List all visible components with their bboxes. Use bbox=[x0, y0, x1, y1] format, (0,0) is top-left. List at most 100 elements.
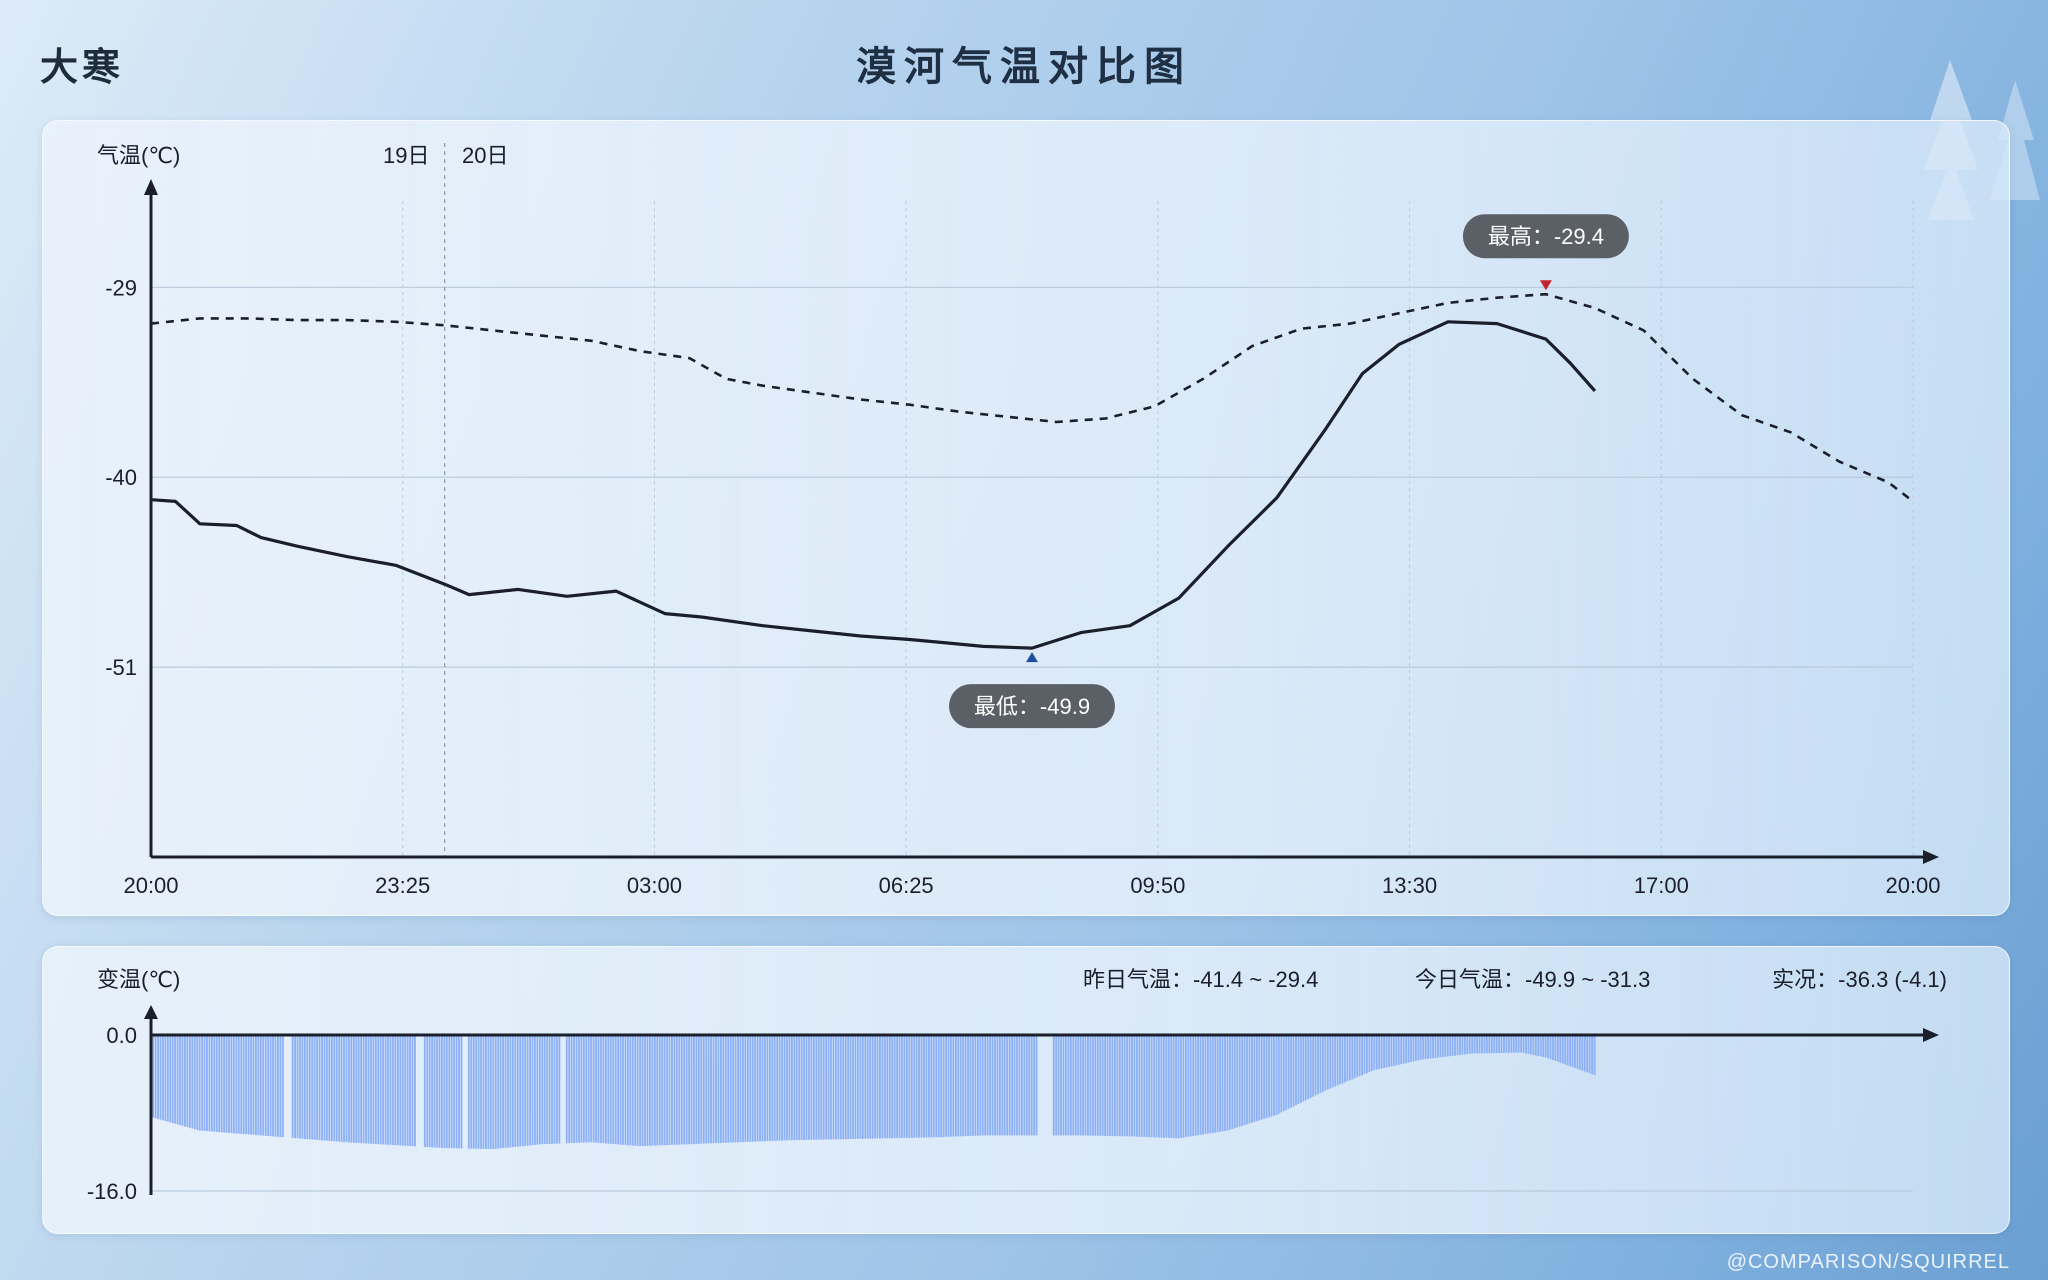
temp-change-bar bbox=[1255, 1035, 1258, 1122]
temp-change-bar bbox=[778, 1035, 781, 1141]
temp-change-bar bbox=[318, 1035, 321, 1141]
temp-change-bar bbox=[795, 1035, 798, 1141]
temp-change-bar bbox=[223, 1035, 226, 1133]
temp-change-bar bbox=[945, 1035, 947, 1137]
temp-change-bar bbox=[1361, 1035, 1363, 1076]
temp-change-bar bbox=[533, 1035, 536, 1145]
temp-change-bar bbox=[338, 1035, 341, 1142]
temp-change-bar bbox=[1410, 1035, 1412, 1063]
temp-change-bar bbox=[641, 1035, 644, 1147]
temp-change-bar bbox=[1177, 1035, 1180, 1139]
temp-change-bar bbox=[1187, 1035, 1190, 1137]
temp-change-bar bbox=[1314, 1035, 1317, 1096]
temp-change-bar bbox=[438, 1035, 441, 1148]
x-tick-label: 13:30 bbox=[1382, 873, 1437, 898]
temp-change-bar bbox=[864, 1035, 867, 1139]
temp-change-bar bbox=[1312, 1035, 1315, 1097]
temp-change-bar bbox=[1539, 1035, 1542, 1057]
temp-change-bar bbox=[881, 1035, 884, 1139]
temp-change-bar bbox=[619, 1035, 622, 1145]
temp-change-bar bbox=[1299, 1035, 1302, 1103]
y-tick-label: -29 bbox=[105, 275, 137, 300]
temp-change-bar bbox=[1481, 1035, 1483, 1054]
temp-change-bar bbox=[431, 1035, 434, 1148]
temp-change-bar bbox=[1030, 1035, 1033, 1136]
temp-change-bar bbox=[494, 1035, 497, 1149]
corner-label: 大寒 bbox=[40, 44, 125, 89]
temp-change-bar bbox=[162, 1035, 164, 1121]
temp-change-bar bbox=[972, 1035, 974, 1136]
temp-change-bar bbox=[1586, 1035, 1589, 1073]
temp-change-bar bbox=[237, 1035, 240, 1134]
temp-change-bar bbox=[1564, 1035, 1567, 1065]
temp-change-bar bbox=[592, 1035, 595, 1143]
temp-change-bar bbox=[719, 1035, 722, 1143]
temp-change-bar bbox=[788, 1035, 791, 1141]
temp-change-bar bbox=[247, 1035, 250, 1135]
temp-change-bar bbox=[198, 1035, 201, 1131]
temp-change-bar bbox=[859, 1035, 862, 1139]
temp-change-bar bbox=[585, 1035, 588, 1143]
temp-change-bar bbox=[693, 1035, 695, 1145]
temp-change-bar bbox=[644, 1035, 646, 1146]
temp-change-bar bbox=[1138, 1035, 1141, 1137]
x-tick-label: 20:00 bbox=[1885, 873, 1940, 898]
temp-change-bar bbox=[1111, 1035, 1114, 1137]
temp-change-bar bbox=[1253, 1035, 1256, 1122]
temp-change-bar bbox=[905, 1035, 908, 1138]
temp-change-bar bbox=[279, 1035, 282, 1137]
temp-change-bar bbox=[1437, 1035, 1439, 1058]
temp-change-bar bbox=[1052, 1035, 1055, 1136]
temp-change-bar bbox=[1221, 1035, 1224, 1132]
temp-change-bar bbox=[551, 1035, 553, 1144]
temp-change-bar bbox=[1148, 1035, 1151, 1138]
temp-change-bar bbox=[1189, 1035, 1192, 1137]
temp-change-bar bbox=[959, 1035, 962, 1137]
temp-change-bar bbox=[764, 1035, 766, 1142]
temp-change-bar bbox=[470, 1035, 473, 1149]
temp-change-bar bbox=[1348, 1035, 1351, 1081]
temp-change-bar bbox=[340, 1035, 343, 1142]
day-marker-19: 19日 bbox=[383, 143, 429, 168]
temp-change-bar bbox=[810, 1035, 813, 1140]
temp-change-bar bbox=[690, 1035, 693, 1145]
temp-change-bar bbox=[1561, 1035, 1564, 1064]
temp-change-bar bbox=[1018, 1035, 1021, 1136]
watermark: @COMPARISON/SQUIRREL bbox=[1726, 1251, 2010, 1273]
temp-change-bar bbox=[257, 1035, 260, 1136]
temp-change-bar bbox=[1170, 1035, 1173, 1139]
temp-change-bar bbox=[426, 1035, 429, 1148]
temp-change-bar bbox=[986, 1035, 989, 1136]
temp-change-bar bbox=[854, 1035, 857, 1139]
temp-change-bar bbox=[617, 1035, 620, 1145]
temp-change-bar bbox=[790, 1035, 793, 1141]
temp-change-bar bbox=[1507, 1035, 1510, 1053]
temp-change-bar bbox=[453, 1035, 456, 1149]
temp-change-bar bbox=[210, 1035, 213, 1132]
temp-change-bar bbox=[1055, 1035, 1058, 1136]
temp-change-bar bbox=[739, 1035, 742, 1143]
temp-change-bar bbox=[404, 1035, 407, 1146]
temp-change-bar bbox=[1407, 1035, 1410, 1063]
temp-change-bar bbox=[1530, 1035, 1532, 1055]
temp-change-bar bbox=[849, 1035, 852, 1140]
temp-change-bar bbox=[450, 1035, 453, 1149]
temp-change-bar bbox=[1424, 1035, 1427, 1060]
temp-change-bar bbox=[445, 1035, 448, 1149]
temp-change-bar bbox=[169, 1035, 172, 1123]
temp-change-bar bbox=[1483, 1035, 1486, 1054]
temp-change-bar bbox=[1180, 1035, 1182, 1138]
temp-change-bar bbox=[409, 1035, 412, 1147]
temp-change-bar bbox=[1265, 1035, 1268, 1119]
temp-change-bar bbox=[930, 1035, 933, 1138]
line-chart-grid bbox=[151, 143, 1914, 857]
temp-change-bar bbox=[1495, 1035, 1498, 1054]
temp-change-bar bbox=[1133, 1035, 1136, 1137]
temp-change-bar bbox=[624, 1035, 627, 1145]
bar-chart-axes: 0.0 -16.0 bbox=[87, 1005, 1939, 1204]
temp-change-bar bbox=[154, 1035, 157, 1119]
temp-change-bar bbox=[820, 1035, 823, 1140]
temp-change-bar bbox=[766, 1035, 769, 1142]
temp-change-bar bbox=[235, 1035, 238, 1134]
temp-change-bar bbox=[1270, 1035, 1273, 1117]
